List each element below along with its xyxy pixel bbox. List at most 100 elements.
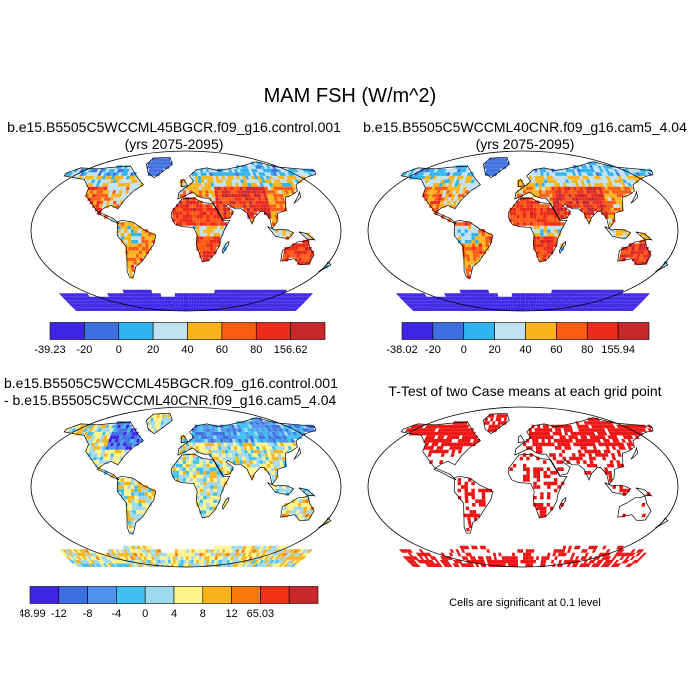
grid-cell: [581, 183, 586, 187]
grid-cell: [533, 467, 537, 471]
grid-cell: [295, 431, 301, 436]
grid-cell: [490, 300, 495, 304]
grid-cell: [557, 442, 561, 447]
grid-cell: [606, 300, 612, 304]
grid-cell: [86, 431, 92, 436]
grid-cell: [269, 193, 274, 198]
grid-cell: [547, 229, 551, 233]
grid-cell: [591, 197, 596, 201]
grid-cell: [112, 435, 117, 439]
grid-cell: [414, 563, 421, 567]
grid-cell: [274, 456, 280, 461]
grid-cell: [275, 428, 281, 432]
grid-cell: [577, 172, 582, 176]
grid-cell: [213, 293, 217, 297]
grid-cell: [277, 197, 282, 201]
grid-cell: [266, 300, 272, 304]
grid-cell: [232, 549, 237, 553]
grid-cell: [122, 431, 127, 436]
grid-cell: [424, 552, 430, 557]
grid-cell: [92, 552, 98, 557]
grid-cell: [127, 172, 132, 176]
grid-cell: [543, 254, 547, 258]
grid-cell: [96, 446, 101, 450]
colorbar-box: [118, 322, 154, 340]
colorbar-tick-label: 20: [489, 344, 501, 356]
grid-cell: [134, 495, 139, 500]
grid-cell: [608, 471, 612, 475]
grid-cell: [261, 303, 267, 308]
grid-cell: [407, 296, 414, 301]
grid-cell: [619, 300, 625, 304]
grid-cell: [292, 175, 298, 180]
grid-cell: [476, 303, 481, 308]
grid-cell: [219, 435, 223, 439]
grid-cell: [180, 552, 184, 557]
grid-cell: [608, 474, 613, 479]
grid-cell: [426, 446, 432, 450]
grid-cell: [122, 168, 127, 173]
grid-cell: [99, 446, 104, 450]
grid-cell: [553, 215, 558, 219]
grid-cell: [433, 190, 438, 194]
grid-cell: [213, 229, 217, 233]
grid-cell: [98, 449, 103, 454]
grid-cell: [449, 179, 454, 183]
grid-cell: [478, 236, 482, 240]
grid-cell: [289, 254, 294, 258]
grid-cell: [255, 435, 260, 439]
grid-cell: [404, 293, 411, 297]
grid-cell: [139, 552, 144, 557]
grid-cell: [230, 549, 234, 553]
grid-cell: [134, 545, 138, 550]
grid-cell: [453, 168, 459, 173]
grid-cell: [247, 453, 252, 457]
grid-cell: [589, 204, 594, 208]
grid-cell: [485, 243, 489, 247]
grid-cell: [638, 296, 644, 301]
grid-cell: [603, 559, 609, 564]
grid-cell: [282, 549, 288, 553]
grid-cell: [89, 556, 95, 560]
grid-cell: [566, 563, 571, 567]
grid-cell: [228, 456, 233, 461]
colorbar-tick-label: 155.94: [601, 344, 635, 356]
grid-cell: [111, 552, 117, 557]
grid-cell: [135, 307, 140, 311]
grid-cell: [257, 293, 263, 297]
grid-cell: [263, 449, 268, 454]
grid-cell: [426, 190, 432, 194]
grid-cell: [447, 168, 453, 173]
grid-cell: [523, 207, 527, 212]
grid-cell: [288, 563, 295, 567]
grid-cell: [460, 293, 466, 297]
grid-cell: [115, 303, 121, 308]
grid-cell: [251, 456, 256, 461]
grid-cell: [189, 211, 193, 215]
grid-cell: [131, 492, 135, 496]
grid-cell: [547, 236, 551, 240]
grid-cell: [647, 172, 653, 176]
grid-cell: [111, 449, 116, 454]
grid-cell: [125, 545, 130, 550]
grid-cell: [465, 254, 470, 258]
grid-cell: [413, 172, 419, 176]
grid-cell: [606, 303, 612, 308]
grid-cell: [284, 428, 290, 432]
grid-cell: [624, 296, 631, 301]
grid-cell: [599, 175, 605, 180]
grid-cell: [226, 211, 231, 215]
grid-cell: [64, 293, 71, 297]
grid-cell: [139, 513, 144, 518]
grid-cell: [601, 435, 606, 439]
grid-cell: [206, 250, 210, 255]
grid-cell: [455, 293, 460, 297]
grid-cell: [95, 183, 101, 187]
grid-cell: [588, 307, 594, 311]
grid-cell: [568, 559, 573, 564]
grid-cell: [271, 439, 277, 443]
grid-cell: [112, 428, 117, 432]
grid-cell: [536, 250, 540, 255]
grid-cell: [564, 293, 569, 297]
grid-cell: [553, 478, 558, 482]
